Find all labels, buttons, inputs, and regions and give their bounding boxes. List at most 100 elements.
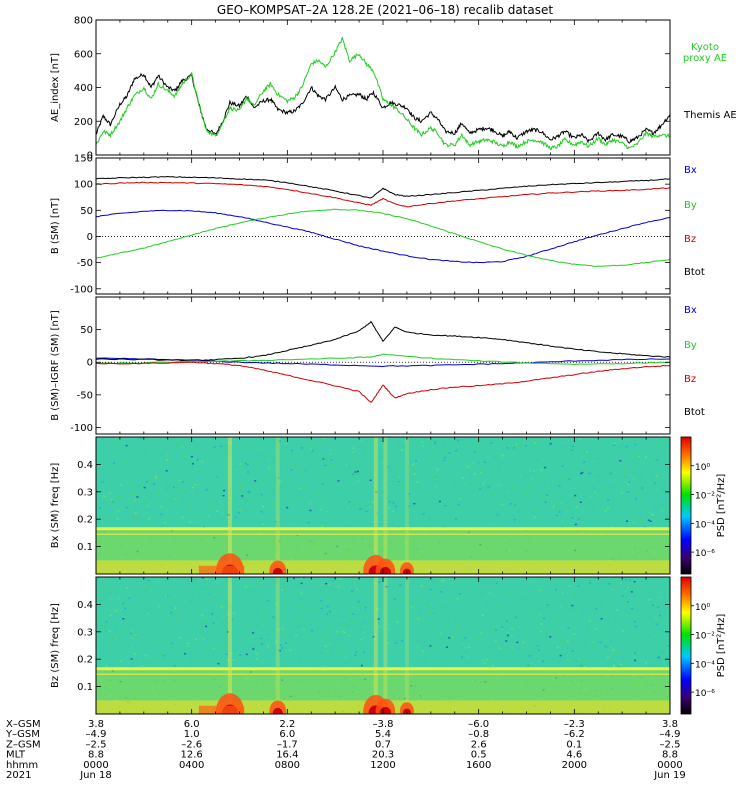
y-tick-label: 100 [74, 180, 93, 191]
y-tick-label: 0.4 [77, 600, 93, 611]
ephemeris-value: –6.0 [468, 719, 489, 730]
plot-frame [95, 296, 671, 435]
ephemeris-value: 0800 [275, 760, 300, 771]
legend-entry: Btot [684, 407, 705, 418]
colorbar-label: PSD [nT²/Hz] [716, 474, 727, 538]
y-axis-label: Bz (SM) freq [Hz] [50, 603, 61, 688]
ephemeris-value: –6.2 [564, 729, 585, 740]
ephemeris-value: 3.8 [662, 719, 678, 730]
ephemeris-value: 0000 [657, 760, 682, 771]
ephemeris-value: 2.2 [279, 719, 295, 730]
ephemeris-value: –2.6 [181, 739, 202, 750]
ephemeris-row-label: MLT [6, 750, 26, 761]
spectrogram-bz_psd [96, 577, 670, 714]
legend-entry: By [684, 200, 697, 211]
ephemeris-value: –4.9 [660, 729, 681, 740]
ephemeris-row-label: Y–GSM [5, 729, 40, 740]
y-tick-label: 0.3 [77, 627, 93, 638]
y-tick-label: 0.2 [77, 515, 93, 526]
y-tick-label: -50 [77, 390, 93, 401]
ephemeris-value: Jun 19 [653, 770, 686, 781]
colorbar [680, 436, 692, 575]
legend-entry: Bx [684, 305, 697, 316]
y-tick-label: 50 [80, 325, 93, 336]
series-by [96, 353, 670, 366]
legend-entry: Themis AE [683, 110, 737, 121]
colorbar-tick-label: 10⁰ [695, 463, 710, 473]
ephemeris-value: 0000 [83, 760, 108, 771]
ephemeris-value: –3.8 [373, 719, 394, 730]
ephemeris-value: 6.0 [279, 729, 295, 740]
y-tick-label: -100 [70, 423, 93, 434]
series-btot [96, 175, 670, 199]
ephemeris-value: 3.8 [88, 719, 104, 730]
ephemeris-value: –0.8 [468, 729, 489, 740]
y-tick-label: 150 [74, 154, 93, 165]
colorbar-tick-label: 10⁻² [695, 492, 715, 502]
ephemeris-value: 12.6 [181, 750, 203, 761]
series-bx [96, 209, 670, 264]
colorbar-tick-label: 10⁻⁶ [695, 689, 715, 699]
ephemeris-value: 0.1 [566, 739, 582, 750]
ephemeris-value: 1.0 [184, 729, 200, 740]
y-tick-label: 200 [74, 117, 93, 128]
y-axis-label: B (SM)–IGRF (SM) [nT] [50, 310, 61, 421]
colorbar-tick-label: 10⁻² [695, 632, 715, 642]
y-axis-label: B (SM) [nT] [50, 198, 61, 254]
ephemeris-value: 0.7 [375, 739, 391, 750]
y-tick-label: 400 [74, 83, 93, 94]
y-tick-label: 0.4 [77, 460, 93, 471]
ephemeris-row-label: Z–GSM [6, 739, 41, 750]
y-axis-label: AE_index [nT] [50, 53, 61, 122]
y-tick-label: -100 [70, 284, 93, 295]
y-tick-label: 0 [87, 151, 93, 162]
colorbar-label: PSD [nT²/Hz] [716, 614, 727, 678]
ephemeris-value: 1600 [466, 760, 491, 771]
series-kyoto-proxy-ae [96, 36, 670, 151]
series-btot [96, 320, 670, 362]
ephemeris-value: –1.7 [277, 739, 298, 750]
ephemeris-value: 16.4 [276, 750, 298, 761]
figure-title: GEO–KOMPSAT–2A 128.2E (2021–06–18) recal… [217, 3, 553, 17]
legend-entry: By [684, 340, 697, 351]
y-tick-label: 800 [74, 16, 93, 27]
ephemeris-value: –2.3 [564, 719, 585, 730]
plot-frame [95, 19, 671, 156]
ephemeris-value: Jun 18 [79, 770, 112, 781]
ephemeris-value: 2.6 [471, 739, 487, 750]
y-tick-label: 0 [87, 232, 93, 243]
ephemeris-value: 1200 [370, 760, 395, 771]
ephemeris-value: 0.5 [471, 750, 487, 761]
spectrogram-bx_psd [96, 437, 670, 574]
y-tick-label: 0.2 [77, 655, 93, 666]
ephemeris-value: 6.0 [184, 719, 200, 730]
ephemeris-table: X–GSMY–GSMZ–GSMMLThhmm20213.8–4.9–2.58.8… [5, 719, 686, 781]
panel-bdiff: -100 -50 0 50 B (SM)–IGRF (SM) [nT] Bx By Bz Bto… [50, 296, 705, 435]
series-bz [96, 181, 670, 208]
colorbar-tick-label: 10⁰ [695, 603, 710, 613]
y-tick-label: 0 [87, 358, 93, 369]
legend-entry: Bx [684, 165, 697, 176]
panel-bx_psd: 10⁰ 10⁻² 10⁻⁴ 10⁻⁶ PSD [nT²/Hz] 0.1 0.2 0.3 0.4 B… [50, 436, 727, 575]
colorbar-tick-label: 10⁻⁴ [695, 520, 715, 530]
series-themis-ae [96, 72, 670, 144]
ephemeris-row-label: hhmm [6, 760, 38, 771]
ephemeris-value: –2.5 [660, 739, 681, 750]
legend-entry: Bz [684, 374, 696, 385]
y-tick-label: 0.1 [77, 682, 93, 693]
ephemeris-value: –4.9 [86, 729, 107, 740]
panel-bsm: -100 -50 0 50 100 150 B (SM) [nT] Bx By Bz Btot [50, 154, 705, 296]
plot-frame [95, 157, 671, 295]
y-tick-label: 0.3 [77, 487, 93, 498]
legend-entry: Btot [684, 267, 705, 278]
ephemeris-value: 8.8 [662, 750, 678, 761]
y-tick-label: 600 [74, 49, 93, 60]
panel-bz_psd: 10⁰ 10⁻² 10⁻⁴ 10⁻⁶ PSD [nT²/Hz] 0.1 0.2 0.3 0.4 B… [50, 576, 727, 715]
colorbar [680, 576, 692, 715]
series-bz [96, 361, 670, 403]
ephemeris-value: –2.5 [86, 739, 107, 750]
ephemeris-value: 8.8 [88, 750, 104, 761]
y-tick-label: 0.1 [77, 542, 93, 553]
